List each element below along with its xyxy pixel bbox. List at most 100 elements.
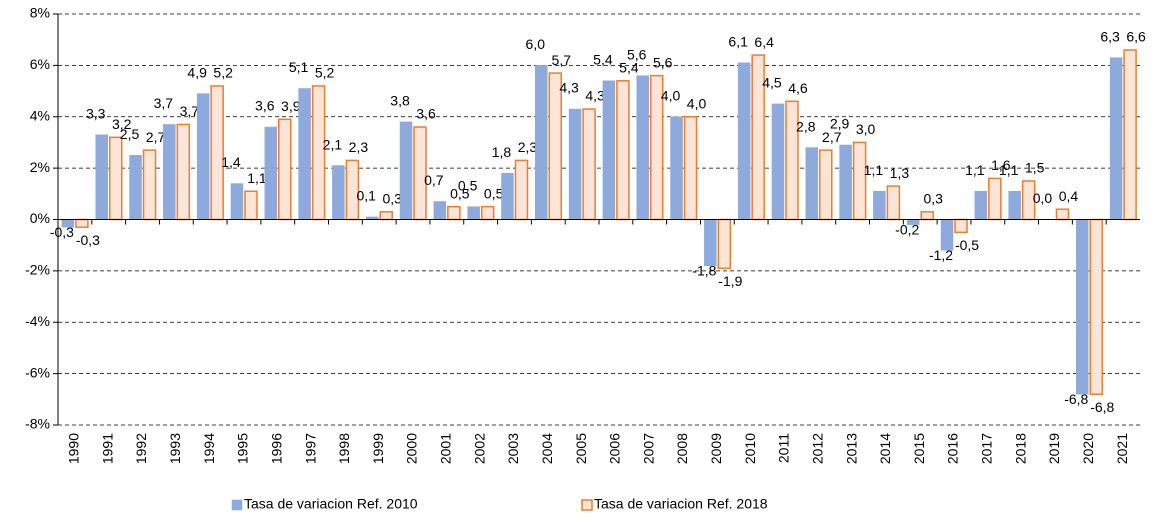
data-label: 1,6 [991, 157, 1011, 173]
bar [210, 85, 224, 221]
legend-swatch [231, 499, 243, 511]
data-label: -0,2 [895, 221, 919, 237]
y-tick-label: -4% [25, 313, 50, 329]
data-label: 2,3 [349, 139, 369, 155]
data-label: 3,9 [281, 98, 301, 114]
bar [163, 124, 176, 220]
data-label: -6,8 [1090, 399, 1114, 415]
x-tick-label: 2004 [539, 433, 555, 464]
data-label: 1,1 [999, 162, 1019, 178]
bar [602, 80, 616, 220]
data-label: 2,7 [146, 129, 166, 145]
data-label: 3,8 [390, 93, 410, 109]
data-label: 5,4 [593, 51, 613, 67]
data-label: 4,0 [687, 95, 707, 111]
bar [873, 190, 886, 220]
legend-label: Tasa de variacion Ref. 2018 [594, 496, 768, 512]
data-label: -0,3 [76, 232, 100, 248]
data-label: 3,2 [112, 116, 132, 132]
data-label: 4,5 [762, 75, 782, 91]
data-label: 6,0 [526, 36, 546, 52]
bar [332, 165, 345, 220]
data-label: 1,8 [492, 144, 512, 160]
data-label: -1,2 [929, 247, 953, 263]
bar [264, 126, 278, 220]
x-tick-label: 1993 [167, 433, 183, 464]
data-label: 1,1 [864, 162, 884, 178]
legend-label: Tasa de variacion Ref. 2010 [244, 496, 418, 512]
x-tick-label: 1996 [268, 433, 284, 464]
x-tick-label: 1991 [99, 433, 115, 464]
x-tick-label: 1997 [302, 433, 318, 464]
bar [129, 155, 142, 220]
bar [819, 149, 833, 221]
bar [1055, 208, 1070, 221]
data-label: 2,8 [796, 118, 816, 134]
data-label: 1,5 [1025, 160, 1045, 176]
bar [582, 108, 596, 221]
data-label: 4,9 [187, 64, 207, 80]
bar [514, 159, 529, 221]
data-label: 5,6 [627, 46, 647, 62]
bar [298, 88, 311, 220]
data-label: 5,1 [289, 59, 309, 75]
bar [839, 144, 852, 220]
data-label: 3,7 [180, 103, 200, 119]
x-tick-label: 2019 [1046, 433, 1062, 464]
bar [920, 211, 934, 221]
x-tick-label: 2002 [471, 433, 487, 464]
x-tick-label: 2003 [505, 433, 521, 464]
bar [1008, 190, 1021, 220]
bar [95, 134, 108, 220]
x-tick-label: 1994 [201, 433, 217, 464]
bar [683, 116, 698, 221]
bar [805, 147, 819, 220]
x-tick-label: 2020 [1080, 433, 1096, 464]
y-tick-label: -2% [25, 262, 50, 278]
bar [399, 121, 413, 220]
bar [230, 183, 244, 220]
bar [940, 219, 954, 251]
x-tick-label: 2008 [674, 433, 690, 464]
bar [1089, 218, 1104, 395]
data-label: 1,1 [247, 170, 267, 186]
x-tick-label: 2010 [742, 433, 758, 464]
data-label: -0,5 [955, 237, 979, 253]
x-tick-label: 2007 [640, 433, 656, 464]
bar [886, 185, 901, 221]
data-label: 6,6 [1126, 29, 1146, 45]
data-label: 2,3 [518, 139, 538, 155]
data-label: -1,8 [692, 262, 716, 278]
data-label: 3,3 [86, 105, 106, 121]
data-label: 1,4 [221, 154, 241, 170]
x-tick-label: 2018 [1012, 433, 1028, 464]
y-tick-label: 8% [30, 5, 50, 21]
bar [636, 75, 649, 220]
bar [75, 218, 89, 228]
bar [954, 218, 968, 234]
data-label: -6,8 [1064, 391, 1088, 407]
bar [1123, 49, 1137, 221]
data-label: 3,0 [856, 121, 876, 137]
bar [108, 136, 123, 221]
bar [196, 93, 210, 220]
bar [311, 85, 326, 221]
x-tick-label: 1999 [370, 433, 386, 464]
x-tick-label: 2000 [404, 433, 420, 464]
data-label: 1,3 [890, 165, 910, 181]
data-label: 0,3 [923, 190, 943, 206]
x-tick-label: 2006 [607, 433, 623, 464]
bar [974, 190, 988, 220]
bar [616, 80, 630, 221]
x-tick-label: 2015 [911, 433, 927, 464]
data-label: 3,6 [416, 106, 436, 122]
bar [988, 177, 1002, 221]
x-tick-label: 2012 [809, 433, 825, 464]
x-tick-label: 2021 [1114, 433, 1130, 464]
data-label: 2,9 [830, 116, 850, 132]
x-tick-label: 2017 [979, 433, 995, 464]
bar [717, 218, 732, 270]
y-tick-label: 0% [30, 210, 50, 226]
data-label: 5,4 [619, 59, 639, 75]
